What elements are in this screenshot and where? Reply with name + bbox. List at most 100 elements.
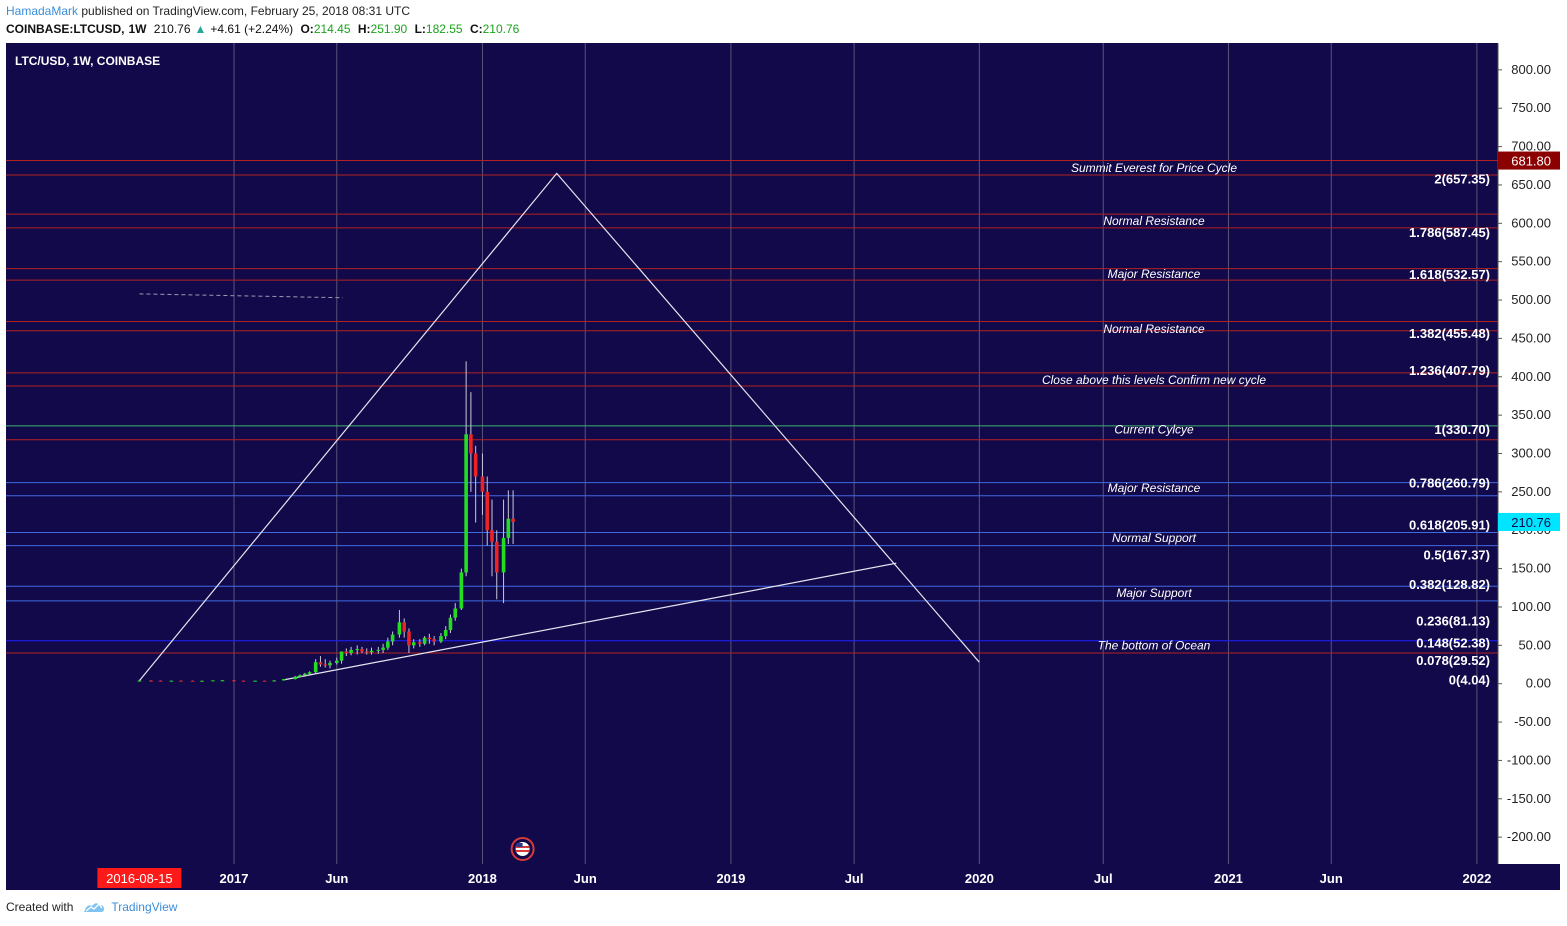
candle-body bbox=[190, 680, 195, 682]
price-tick-label: 750.00 bbox=[1511, 100, 1551, 115]
price-badge bbox=[1498, 512, 1560, 531]
candle-body bbox=[334, 660, 339, 663]
time-axis-background bbox=[6, 864, 1560, 890]
candle-body bbox=[381, 647, 385, 650]
dashed-line-drawing bbox=[139, 293, 343, 299]
candle bbox=[313, 659, 318, 673]
triangle-drawing bbox=[138, 172, 980, 681]
time-tick-label: Jun bbox=[325, 871, 348, 886]
candle-body bbox=[427, 637, 432, 640]
zone-annotation: Current Cylcye bbox=[1114, 423, 1194, 437]
candle bbox=[334, 657, 339, 665]
price-tick-label: -200.00 bbox=[1507, 829, 1551, 844]
author-link[interactable]: HamadaMark bbox=[6, 4, 79, 18]
close-value: 210.76 bbox=[482, 22, 520, 36]
candle-body bbox=[179, 680, 183, 682]
candle-body bbox=[402, 622, 406, 632]
candle bbox=[241, 680, 246, 682]
price-tick-label: 350.00 bbox=[1511, 407, 1551, 422]
candle bbox=[490, 499, 494, 577]
candle bbox=[511, 490, 515, 545]
time-tick-label: 2022 bbox=[1462, 871, 1491, 886]
fib-level-label: 1(330.70) bbox=[1434, 422, 1490, 437]
candle-body bbox=[480, 476, 485, 492]
candle bbox=[397, 610, 402, 638]
candle bbox=[480, 453, 485, 515]
zone-annotation: Close above this levels Confirm new cycl… bbox=[1042, 373, 1266, 387]
candle-body bbox=[298, 675, 302, 677]
candle bbox=[200, 680, 204, 682]
candle bbox=[262, 680, 267, 682]
candle-body bbox=[418, 642, 422, 644]
price-chart[interactable]: Summit Everest for Price Cycle Normal Res… bbox=[6, 43, 1560, 890]
price-change: +4.61 (+2.24%) bbox=[210, 22, 294, 36]
us-flag-event-icon[interactable] bbox=[510, 837, 535, 861]
candle-body bbox=[485, 491, 490, 531]
candle bbox=[411, 639, 416, 649]
chart-container[interactable]: Summit Everest for Price Cycle Normal Res… bbox=[6, 43, 1560, 890]
zone-annotation: Normal Resistance bbox=[1103, 322, 1205, 336]
footer: Created with TradingView bbox=[6, 900, 177, 914]
published-text: published on TradingView.com, February 2… bbox=[81, 4, 411, 18]
zone-annotation: The bottom of Ocean bbox=[1098, 638, 1211, 652]
time-tick-label: 2019 bbox=[716, 871, 745, 886]
candle bbox=[390, 631, 395, 646]
trendline-drawing bbox=[283, 562, 897, 681]
candle-body bbox=[459, 572, 464, 609]
candle-body bbox=[407, 631, 411, 646]
candle bbox=[298, 674, 302, 678]
candle bbox=[494, 530, 499, 600]
candle-body bbox=[469, 434, 473, 454]
time-tick-label: Jun bbox=[1320, 871, 1343, 886]
candle bbox=[422, 636, 427, 646]
candle-body bbox=[473, 453, 478, 477]
zone-annotation: Major Support bbox=[1116, 586, 1192, 600]
candle bbox=[485, 476, 490, 546]
open-label: O: bbox=[300, 22, 314, 36]
price-tick-label: 650.00 bbox=[1511, 177, 1551, 192]
price-tick-label: 300.00 bbox=[1511, 446, 1551, 461]
price-tick-label: -150.00 bbox=[1507, 791, 1551, 806]
candle bbox=[453, 603, 458, 621]
tradingview-link[interactable]: TradingView bbox=[111, 900, 178, 914]
candle-body bbox=[220, 680, 225, 682]
candle bbox=[448, 614, 453, 634]
fib-level-label: 0.618(205.91) bbox=[1409, 518, 1490, 533]
price-tick-label: 600.00 bbox=[1511, 215, 1551, 230]
candle-body bbox=[281, 679, 286, 681]
candle bbox=[190, 680, 195, 682]
candle bbox=[427, 633, 432, 644]
candle-body bbox=[232, 680, 236, 682]
price-tick-label: 50.00 bbox=[1518, 637, 1551, 652]
price-tick-label: 450.00 bbox=[1511, 330, 1551, 345]
candle bbox=[232, 680, 236, 682]
time-tick-label: Jun bbox=[574, 871, 597, 886]
candle-body bbox=[328, 662, 332, 666]
symbol-name: COINBASE:LTCUSD, bbox=[6, 22, 125, 36]
candle bbox=[169, 680, 174, 682]
price-tick-label: 400.00 bbox=[1511, 369, 1551, 384]
zone-annotation: Normal Resistance bbox=[1103, 214, 1205, 228]
candle bbox=[149, 680, 153, 682]
candle-body bbox=[376, 649, 381, 651]
candle-body bbox=[501, 537, 506, 573]
candle bbox=[307, 671, 312, 675]
fib-level-label: 1.618(532.57) bbox=[1409, 267, 1490, 282]
candle bbox=[179, 680, 183, 682]
price-tick-label: 800.00 bbox=[1511, 62, 1551, 77]
candle bbox=[381, 643, 385, 653]
price-tick-label: 700.00 bbox=[1511, 139, 1551, 154]
candle-body bbox=[272, 680, 276, 682]
zone-annotation: Summit Everest for Price Cycle bbox=[1071, 161, 1237, 175]
highlighted-date-label: 2016-08-15 bbox=[106, 871, 173, 886]
event-icon-stripe bbox=[515, 850, 530, 852]
candle-body bbox=[511, 518, 515, 522]
fib-level-label: 0.236(81.13) bbox=[1416, 613, 1490, 628]
candle-body bbox=[211, 680, 215, 682]
price-badge-label: 681.80 bbox=[1511, 154, 1551, 169]
last-price: 210.76 bbox=[153, 22, 191, 36]
candle-body bbox=[137, 680, 142, 682]
fib-level-label: 1.236(407.79) bbox=[1409, 363, 1490, 378]
fib-level-label: 0.382(128.82) bbox=[1409, 577, 1490, 592]
candle bbox=[220, 680, 225, 682]
